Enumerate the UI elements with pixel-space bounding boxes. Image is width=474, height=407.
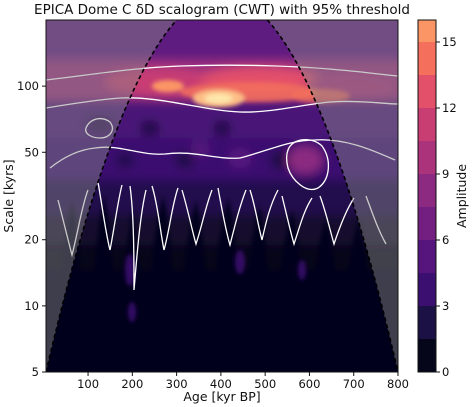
threshold-contour-mid	[46, 97, 398, 113]
colorbar-tick-label: 9	[442, 167, 449, 181]
x-tick-label: 300	[166, 377, 188, 391]
colorbar-segment	[418, 174, 436, 207]
y-tick-label: 50	[24, 145, 39, 159]
x-tick-label: 100	[77, 377, 99, 391]
chart-title: EPICA Dome C δD scalogram (CWT) with 95%…	[34, 2, 410, 18]
x-tick-label: 500	[254, 377, 276, 391]
x-tick-label: 600	[298, 377, 320, 391]
colorbar-segment	[418, 42, 436, 75]
colorbar-segment	[418, 240, 436, 273]
colorbar-ticks: 0 3 6 9 12 15	[436, 35, 457, 379]
y-axis-label: Scale [kyrs]	[1, 159, 16, 232]
colorbar-segment	[418, 306, 436, 339]
colorbar-tick-label: 3	[442, 299, 449, 313]
colorbar-tick-label: 15	[442, 35, 457, 49]
cone-of-influence-shade	[46, 20, 398, 372]
colorbar-segment	[418, 108, 436, 141]
colorbar-segment	[418, 20, 436, 42]
y-tick-label: 100	[17, 79, 39, 93]
cone-of-influence-line	[46, 20, 398, 372]
colorbar-segment	[418, 207, 436, 240]
threshold-contour-upper	[46, 64, 398, 81]
x-tick-label: 200	[121, 377, 143, 391]
low-scale-fingers	[46, 195, 398, 372]
colorbar-segment	[418, 141, 436, 174]
x-tick-label: 700	[343, 377, 365, 391]
colorbar-segment	[418, 75, 436, 108]
x-tick-label: 800	[387, 377, 409, 391]
x-axis-ticks: 100 200 300 400 500 600 700 800	[77, 372, 409, 391]
plot-frame	[45, 19, 399, 373]
plot-area	[46, 20, 398, 372]
y-tick-label: 20	[24, 233, 39, 247]
threshold-contour-loop-1	[85, 117, 114, 139]
scalogram-peaks	[151, 80, 350, 108]
threshold-contour-loop-2	[285, 139, 329, 191]
colorbar-tick-label: 6	[442, 233, 449, 247]
colorbar	[418, 20, 436, 372]
colorbar-segment	[418, 273, 436, 306]
x-tick-label: 400	[210, 377, 232, 391]
colorbar-tick-label: 0	[442, 365, 449, 379]
colorbar-label: Amplitude	[454, 164, 469, 228]
finger-highlights	[125, 250, 306, 322]
y-axis-ticks: 5 10 20 50 100	[17, 79, 46, 379]
colorbar-segment	[418, 339, 436, 372]
y-tick-label: 5	[32, 365, 39, 379]
threshold-contour-fingers	[57, 181, 387, 291]
x-axis-label: Age [kyr BP]	[183, 389, 260, 404]
colorbar-tick-label: 12	[442, 101, 457, 115]
colorbar-frame	[417, 19, 437, 373]
y-tick-label: 10	[24, 299, 39, 313]
